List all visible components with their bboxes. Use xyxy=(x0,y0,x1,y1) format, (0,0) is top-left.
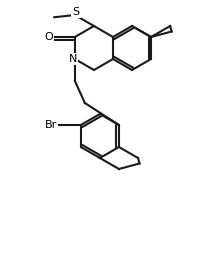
Text: N: N xyxy=(69,54,77,64)
Text: O: O xyxy=(45,32,53,42)
Text: S: S xyxy=(72,7,79,17)
Text: Br: Br xyxy=(45,120,57,130)
